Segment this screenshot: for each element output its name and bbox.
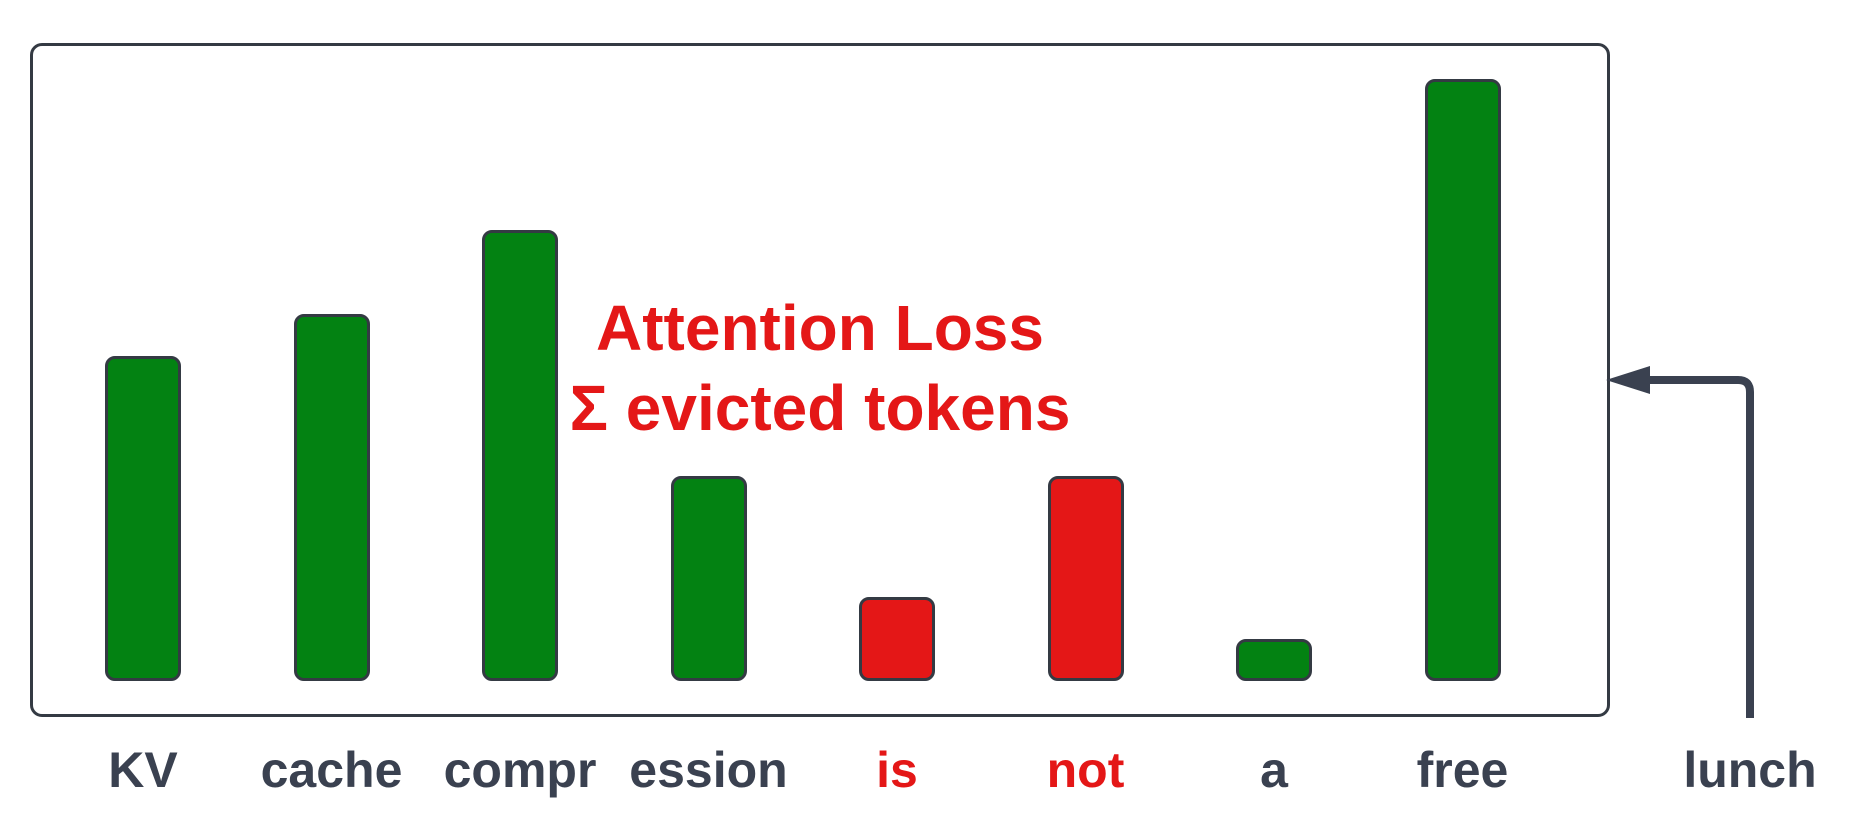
bar-ession <box>670 476 747 681</box>
bar-a <box>1236 638 1312 681</box>
token-label-KV: KV <box>108 742 178 798</box>
arrow-line <box>1640 376 1754 718</box>
bar-compr <box>482 229 558 681</box>
bar-KV <box>105 355 181 681</box>
token-label-cache: cache <box>260 742 403 798</box>
annotation-subtitle: Σ evicted tokens <box>569 372 1071 444</box>
token-label-a: a <box>1260 742 1288 798</box>
token-label-ession: ession <box>629 742 788 798</box>
bar-cache <box>293 313 370 681</box>
token-label-is: is <box>876 742 918 798</box>
token-label-free: free <box>1416 742 1509 798</box>
bar-is <box>859 596 935 681</box>
arrow-head-icon <box>1606 366 1650 394</box>
bar-not <box>1047 476 1124 681</box>
bar-free <box>1424 79 1501 681</box>
token-label-not: not <box>1046 742 1125 798</box>
token-label-compr: compr <box>443 742 597 798</box>
query-token-label: lunch <box>1683 742 1817 798</box>
annotation-title: Attention Loss <box>596 292 1044 364</box>
